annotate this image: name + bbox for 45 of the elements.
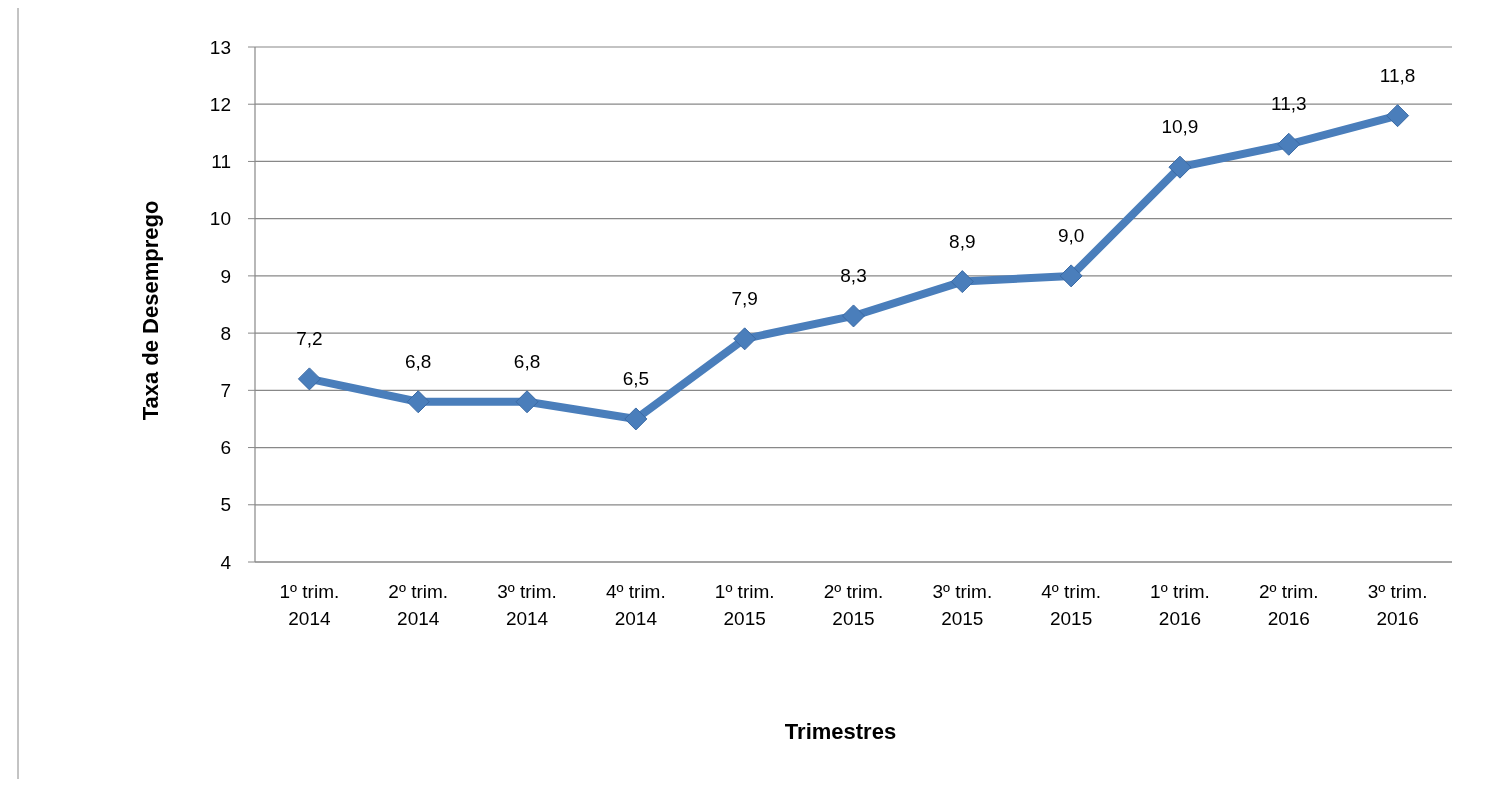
data-label: 6,5 (622, 367, 650, 389)
x-tick-label: 3º trim. 2016 (1367, 581, 1428, 629)
y-tick-label: 12 (209, 93, 231, 115)
y-tick-label: 8 (220, 322, 231, 344)
data-label: 7,9 (731, 287, 758, 309)
point (1277, 132, 1301, 156)
x-tick-label: 3º trim. 2015 (932, 581, 993, 629)
data-label: 8,3 (840, 264, 867, 286)
x-tick-label: 3º trim. 2014 (497, 581, 557, 629)
y-tick-label: 11 (211, 151, 231, 173)
data-label: 9,0 (1057, 224, 1085, 246)
data-label: 11,8 (1379, 64, 1416, 86)
y-tick-label: 7 (220, 379, 231, 401)
y-tick-label: 9 (220, 265, 231, 287)
y-tick-label: 4 (220, 551, 232, 573)
point (1059, 264, 1083, 288)
y-tick-label: 5 (220, 494, 231, 516)
data-label: 11,3 (1270, 93, 1307, 115)
x-tick-label: 1º trim. 2014 (279, 581, 340, 629)
point (624, 407, 648, 431)
data-label: 10,9 (1161, 116, 1199, 138)
x-tick-label: 1º trim. 2016 (1150, 581, 1210, 629)
y-tick-label: 10 (209, 208, 231, 230)
x-tick-label: 4º trim. 2014 (606, 581, 666, 629)
y-axis-title: Taxa de Desemprego (138, 200, 163, 421)
point (733, 327, 757, 351)
point (515, 390, 539, 414)
point (1386, 104, 1410, 128)
x-tick-label: 4º trim. 2015 (1041, 581, 1101, 629)
data-label: 8,9 (949, 230, 976, 252)
point (297, 367, 321, 391)
y-tick-label: 13 (209, 36, 231, 58)
data-label: 6,8 (405, 350, 432, 372)
x-tick-label: 2º trim. 2015 (823, 581, 884, 629)
data-label: 7,2 (296, 327, 323, 349)
x-tick-label: 2º trim. 2016 (1258, 581, 1319, 629)
x-tick-label: 2º trim. 2014 (388, 581, 449, 629)
x-axis-title: Trimestres (784, 719, 897, 744)
x-tick-label: 1º trim. 2015 (714, 581, 775, 629)
point (406, 390, 430, 414)
point (950, 270, 974, 294)
data-label: 6,8 (513, 350, 541, 372)
point (842, 304, 865, 328)
y-tick-label: 6 (220, 437, 231, 459)
point (1168, 155, 1192, 179)
